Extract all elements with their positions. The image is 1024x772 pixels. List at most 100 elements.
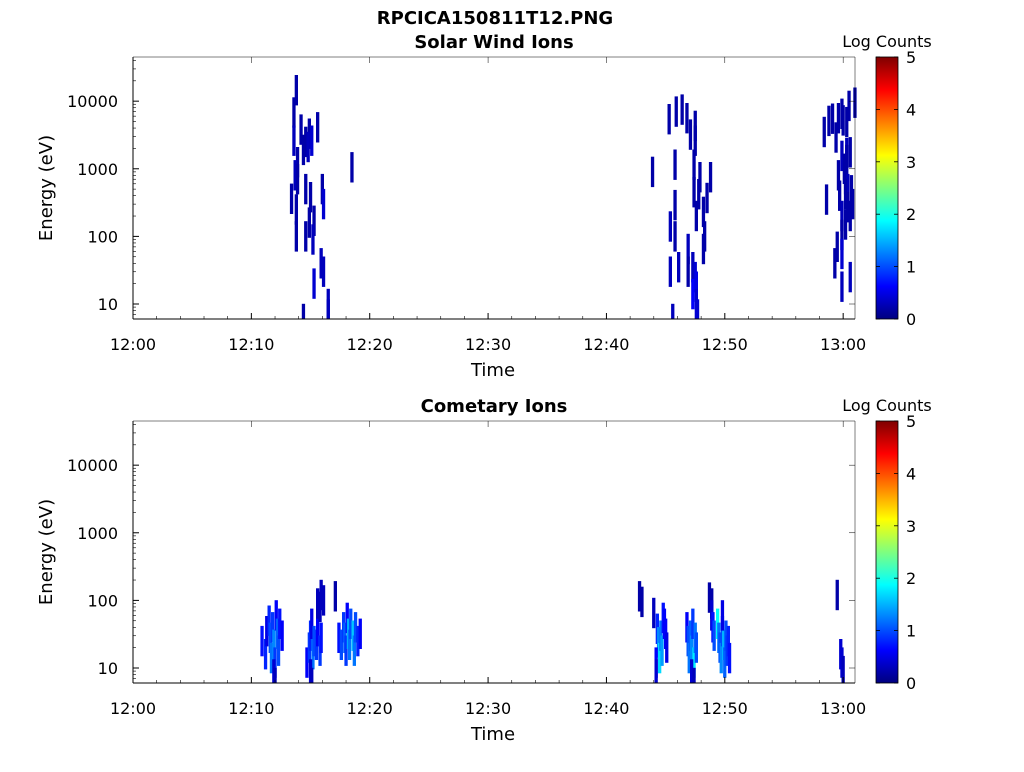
heatmap-cell [838,180,842,211]
colorbar-tick-label: 0 [906,310,916,329]
heatmap-cell [840,219,844,251]
heatmap-cell [827,105,831,137]
x-tick-label: 12:50 [702,699,748,718]
x-tick-label: 12:50 [702,335,748,354]
heatmap-cell [836,160,841,191]
heatmap-cell [847,90,851,122]
heatmap-cell [843,209,848,240]
heatmap-cell [720,600,725,631]
heatmap-cell [640,586,644,618]
heatmap-cell [707,582,712,613]
heatmap-cell [350,152,354,183]
y-tick-label: 10 [98,295,118,314]
panel-solar-wind: Solar Wind Ions 12:00 12:10 12:20 12:30 12:40… [36,32,932,381]
colorbar-tick-label: 0 [906,674,916,693]
heatmap-cell [708,162,713,193]
heatmap-cell [692,647,696,678]
y-tick-label: 100 [87,591,118,610]
heatmap-cell [318,591,322,623]
heatmap-cell [685,103,689,134]
heatmap-cell [836,103,841,134]
colorbar-label: Log Counts [842,32,932,51]
heatmap-cell [347,629,352,660]
heatmap-cell [840,98,844,129]
heatmap-cell [312,205,316,236]
heatmap-cell [691,278,695,310]
colorbar-tick-label: 2 [906,569,916,588]
heatmap-cell [701,196,706,228]
heatmap-cell [840,200,844,232]
heatmap-cell [673,149,677,180]
heatmap-cell [840,271,844,302]
x-tick-label: 12:00 [110,699,156,718]
heatmap-cell [673,189,677,221]
heatmap-cell [848,137,852,168]
heatmap-cell [310,608,314,639]
heatmap-cell [312,268,316,299]
heatmap-cell [316,588,320,619]
colorbar-tick-label: 3 [906,153,916,172]
heatmap-cell [319,248,323,279]
heatmap-cell [687,642,691,674]
heatmap-cell [712,620,716,651]
colorbar-gradient [875,420,899,684]
heatmap-cell [352,635,356,666]
panel-title: Solar Wind Ions [414,32,573,53]
heatmap-cell [278,608,282,639]
heatmap-cell [275,618,279,649]
colorbar-gradient [875,56,899,320]
x-tick-label: 12:10 [228,335,274,354]
heatmap-cell [851,188,855,220]
heatmap-cell [307,207,311,238]
heatmap-cell [272,629,276,660]
heatmap-cell [840,140,844,172]
x-tick-label: 12:00 [110,335,156,354]
heatmap-cell [268,622,272,653]
heatmap-cell [686,233,690,265]
heatmap-cell [692,667,696,683]
heatmap-cell [333,581,337,612]
heatmap-cell [845,144,849,176]
heatmap-cell [694,271,698,302]
heatmap-cell [269,642,274,674]
heatmap-cell [326,299,330,319]
heatmap-cell [345,602,349,634]
heatmap-cell [337,622,341,653]
heatmap-cell [835,231,839,262]
x-tick-label: 13:00 [820,335,866,354]
heatmap-cell [292,97,296,128]
heatmap-cell [835,579,839,611]
heatmap-cell [830,103,835,134]
heatmap-cell [301,134,306,166]
heatmap-cell [693,125,697,156]
heatmap-cell [274,600,278,631]
heatmap-cell [674,96,678,127]
x-tick-label: 13:00 [820,699,866,718]
heatmap-cell [680,94,684,125]
heatmap-cell [845,106,849,138]
colorbar-tick-label: 2 [906,205,916,224]
panel-title: Cometary Ions [421,396,568,417]
heatmap-cell [726,625,730,657]
x-tick-label: 12:30 [465,335,511,354]
heatmap-cell [321,256,326,287]
heatmap-cell [292,125,296,156]
colorbar-tick-label: 4 [906,464,916,483]
heatmap-cell [690,659,694,683]
y-tick-label: 10000 [67,92,118,111]
heatmap-cell [834,122,838,153]
heatmap-cell [316,112,320,143]
heatmap-cell [658,642,662,674]
heatmap-cell [311,224,315,255]
x-tick-label: 12:40 [583,699,629,718]
y-tick-label: 1000 [77,160,118,179]
heatmap-cells [260,579,845,683]
heatmap-cells [289,75,857,319]
heatmap-cell [846,192,850,223]
colorbar-tick-label: 5 [906,48,916,67]
heatmap-cell [339,629,343,660]
heatmap-cell [271,612,275,643]
